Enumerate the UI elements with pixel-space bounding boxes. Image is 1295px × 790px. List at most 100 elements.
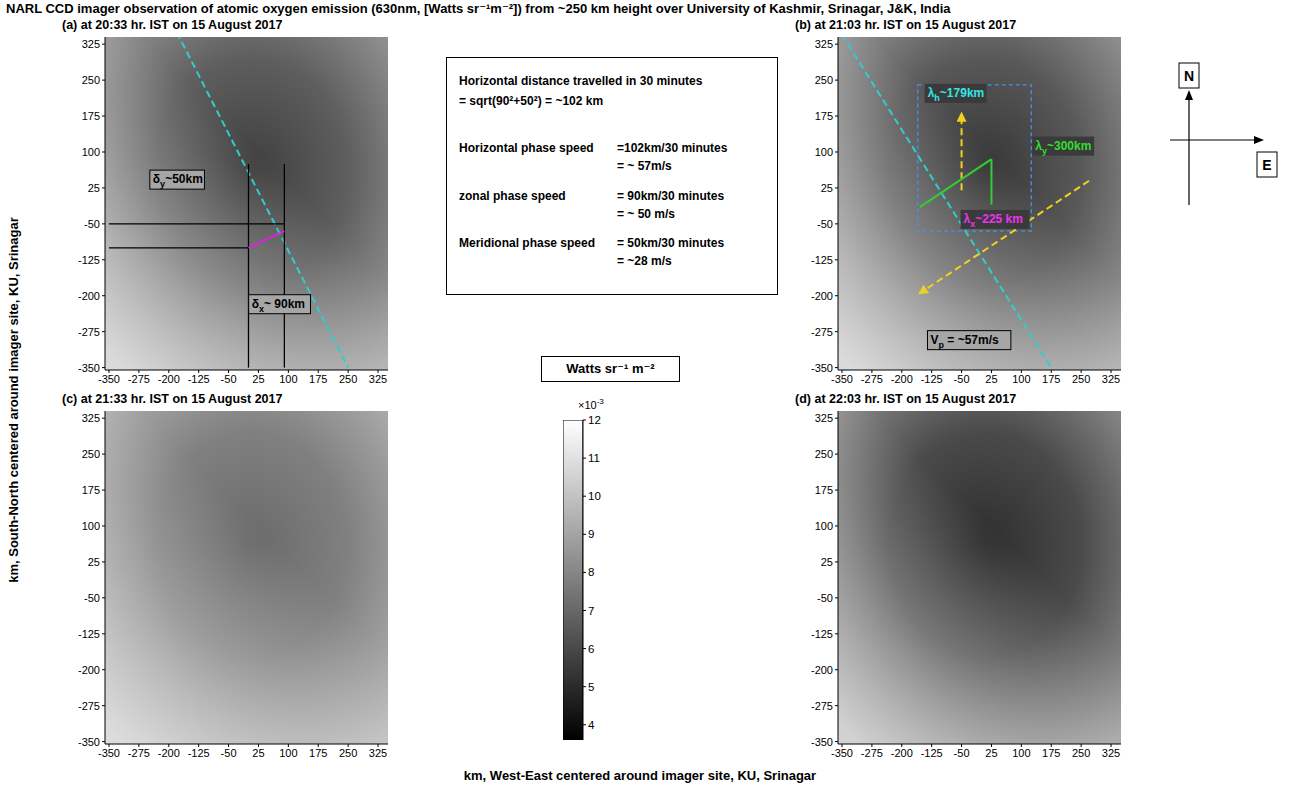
- svg-text:-50: -50: [221, 747, 237, 759]
- svg-text:11: 11: [588, 452, 600, 464]
- svg-text:25: 25: [985, 373, 997, 385]
- svg-text:175: 175: [815, 110, 833, 122]
- svg-text:4: 4: [588, 719, 595, 731]
- svg-text:-125: -125: [811, 254, 833, 266]
- svg-text:325: 325: [369, 373, 387, 385]
- svg-text:-200: -200: [811, 664, 833, 676]
- svg-text:-125: -125: [188, 747, 210, 759]
- svg-text:-275: -275: [811, 700, 833, 712]
- svg-text:-275: -275: [128, 373, 150, 385]
- svg-text:-200: -200: [891, 373, 913, 385]
- svg-text:25: 25: [252, 373, 264, 385]
- svg-text:250: 250: [815, 74, 833, 86]
- svg-text:175: 175: [82, 484, 100, 496]
- svg-text:-350: -350: [831, 373, 853, 385]
- svg-text:9: 9: [588, 528, 594, 540]
- svg-text:325: 325: [815, 38, 833, 50]
- svg-text:-125: -125: [811, 628, 833, 640]
- svg-text:-200: -200: [811, 290, 833, 302]
- svg-text:100: 100: [1012, 373, 1030, 385]
- svg-text:100: 100: [279, 373, 297, 385]
- svg-text:25: 25: [88, 556, 100, 568]
- svg-text:-350: -350: [78, 736, 100, 748]
- svg-text:-200: -200: [78, 290, 100, 302]
- svg-text:100: 100: [279, 747, 297, 759]
- svg-text:-350: -350: [78, 362, 100, 374]
- svg-text:-50: -50: [84, 218, 100, 230]
- svg-text:8: 8: [588, 566, 594, 578]
- svg-text:175: 175: [309, 373, 327, 385]
- svg-text:175: 175: [1042, 373, 1060, 385]
- svg-text:λy~300km: λy~300km: [1035, 139, 1091, 156]
- svg-text:250: 250: [339, 373, 357, 385]
- svg-text:-200: -200: [158, 373, 180, 385]
- svg-text:-350: -350: [98, 747, 120, 759]
- svg-text:100: 100: [82, 146, 100, 158]
- svg-text:-350: -350: [98, 373, 120, 385]
- svg-text:-275: -275: [811, 326, 833, 338]
- svg-text:-125: -125: [921, 373, 943, 385]
- svg-text:-275: -275: [78, 326, 100, 338]
- svg-text:λx~225 km: λx~225 km: [964, 212, 1023, 229]
- svg-text:6: 6: [588, 643, 594, 655]
- svg-text:175: 175: [309, 747, 327, 759]
- svg-text:-50: -50: [954, 747, 970, 759]
- svg-text:-50: -50: [954, 373, 970, 385]
- svg-text:-350: -350: [831, 747, 853, 759]
- svg-text:250: 250: [339, 747, 357, 759]
- svg-text:10: 10: [588, 490, 601, 502]
- svg-text:N: N: [1184, 68, 1194, 84]
- svg-text:325: 325: [1102, 747, 1120, 759]
- svg-text:-125: -125: [188, 373, 210, 385]
- svg-text:100: 100: [1012, 747, 1030, 759]
- svg-text:-125: -125: [78, 254, 100, 266]
- svg-text:-200: -200: [158, 747, 180, 759]
- svg-text:-200: -200: [78, 664, 100, 676]
- svg-text:250: 250: [815, 448, 833, 460]
- svg-text:λh~179km: λh~179km: [928, 86, 985, 103]
- svg-text:-50: -50: [221, 373, 237, 385]
- svg-text:-50: -50: [817, 592, 833, 604]
- svg-text:Vp = ~57m/s: Vp = ~57m/s: [930, 333, 999, 350]
- svg-text:325: 325: [82, 38, 100, 50]
- svg-text:175: 175: [1042, 747, 1060, 759]
- svg-text:-50: -50: [84, 592, 100, 604]
- svg-text:325: 325: [1102, 373, 1120, 385]
- svg-text:-275: -275: [78, 700, 100, 712]
- svg-text:325: 325: [82, 412, 100, 424]
- svg-text:-275: -275: [861, 373, 883, 385]
- svg-text:25: 25: [88, 182, 100, 194]
- svg-text:-125: -125: [78, 628, 100, 640]
- svg-text:7: 7: [588, 605, 594, 617]
- svg-text:δy~50km: δy~50km: [153, 172, 203, 189]
- svg-text:-125: -125: [921, 747, 943, 759]
- svg-text:175: 175: [815, 484, 833, 496]
- svg-text:-350: -350: [811, 362, 833, 374]
- svg-text:-275: -275: [128, 747, 150, 759]
- svg-text:250: 250: [1072, 747, 1090, 759]
- svg-text:E: E: [1262, 157, 1271, 173]
- svg-text:325: 325: [369, 747, 387, 759]
- svg-text:-275: -275: [861, 747, 883, 759]
- svg-text:-50: -50: [817, 218, 833, 230]
- svg-text:100: 100: [815, 520, 833, 532]
- svg-text:-200: -200: [891, 747, 913, 759]
- svg-text:km, South-North centered aroun: km, South-North centered around imager s…: [6, 217, 21, 583]
- svg-text:25: 25: [252, 747, 264, 759]
- svg-text:250: 250: [1072, 373, 1090, 385]
- svg-text:25: 25: [821, 182, 833, 194]
- svg-text:12: 12: [588, 414, 601, 426]
- svg-text:-350: -350: [811, 736, 833, 748]
- svg-text:25: 25: [985, 747, 997, 759]
- svg-text:100: 100: [815, 146, 833, 158]
- svg-text:175: 175: [82, 110, 100, 122]
- svg-text:5: 5: [588, 681, 594, 693]
- svg-text:250: 250: [82, 448, 100, 460]
- svg-text:250: 250: [82, 74, 100, 86]
- svg-text:25: 25: [821, 556, 833, 568]
- html-text:NARL CCD imager observation of: NARL CCD imager observation of atomic ox…: [6, 1, 951, 16]
- svg-text:100: 100: [82, 520, 100, 532]
- svg-text:325: 325: [815, 412, 833, 424]
- html-text:Watts sr⁻¹ m⁻²: Watts sr⁻¹ m⁻²: [566, 361, 655, 376]
- svg-text:δx~ 90km: δx~ 90km: [252, 297, 305, 314]
